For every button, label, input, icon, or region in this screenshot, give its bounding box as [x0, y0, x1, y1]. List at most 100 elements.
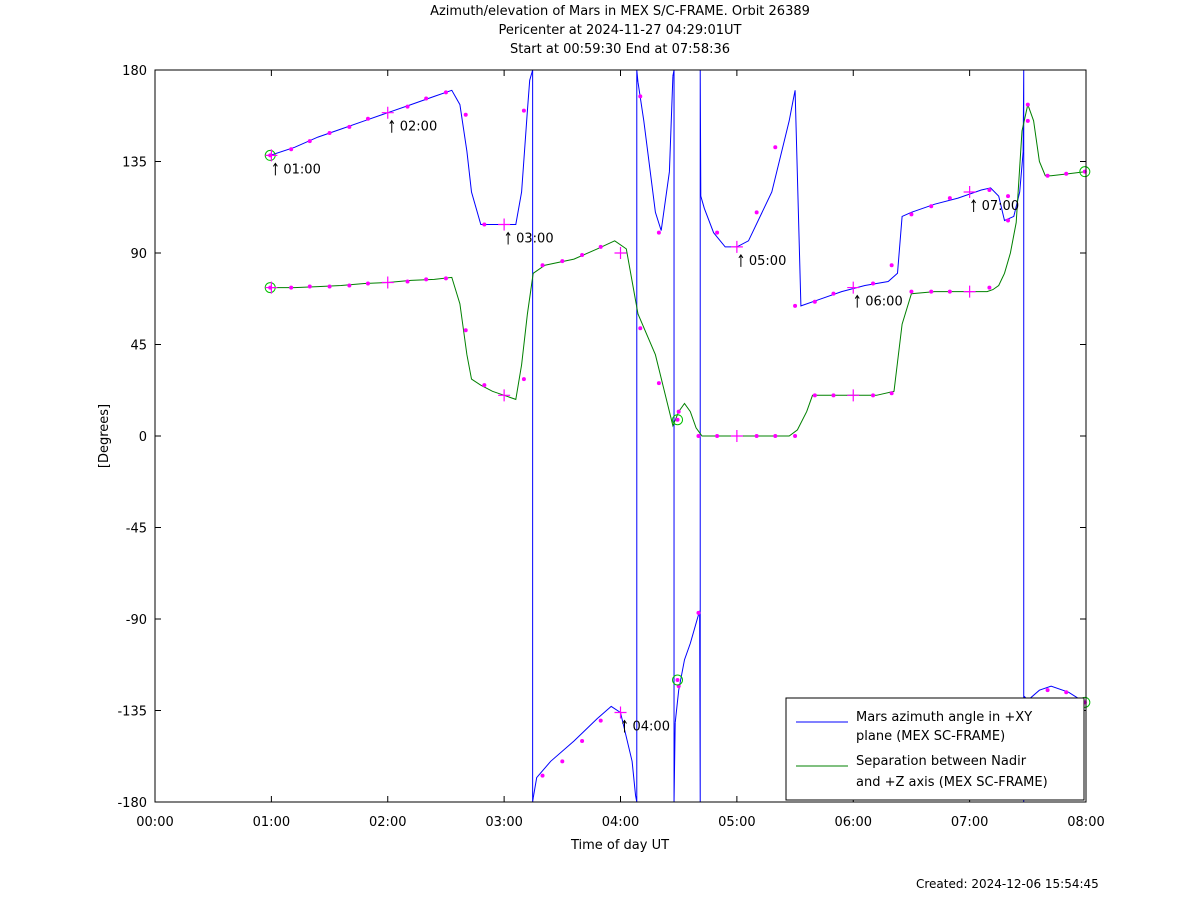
- hour-plus-marker: [847, 281, 860, 294]
- data-point-dot: [365, 116, 370, 121]
- hour-plus-marker: [847, 389, 860, 402]
- data-point-dot: [987, 285, 992, 290]
- legend-box: [785, 697, 1085, 801]
- series-wrap-connector: [1022, 70, 1025, 802]
- y-tick-label: 45: [130, 339, 147, 354]
- data-point-dot: [696, 434, 701, 438]
- data-point-dot: [1045, 688, 1050, 693]
- hour-plus-marker: [381, 276, 394, 289]
- y-tick-label: 180: [122, 64, 147, 79]
- hour-plus-marker: [381, 106, 394, 119]
- data-point-dot: [793, 303, 798, 308]
- hour-arrow-icon: [272, 162, 278, 176]
- x-tick-label: 01:00: [253, 815, 290, 830]
- data-point-dot: [929, 289, 934, 294]
- series-wrap-connector: [531, 70, 534, 802]
- data-point-dot: [443, 90, 448, 95]
- endpoint-circle-marker: [1079, 166, 1091, 178]
- data-point-dot: [947, 289, 952, 294]
- legend-label-separation-line-1: Separation between Nadir: [856, 754, 1027, 769]
- data-point-dot: [871, 393, 876, 398]
- data-point-dot: [560, 259, 565, 264]
- data-point-dot: [754, 434, 759, 438]
- data-point-dot: [812, 299, 817, 304]
- x-tick-label: 00:00: [136, 815, 173, 830]
- hour-plus-marker: [614, 247, 627, 259]
- y-tick-label: -180: [117, 796, 147, 811]
- hour-arrow-icon: [738, 253, 744, 267]
- data-point-dot: [929, 204, 934, 209]
- data-point-dot: [871, 281, 876, 286]
- marker-layer: 01:00 02:00 03:00 04:00 05:00 06:00 07:00: [264, 90, 1091, 778]
- data-point-dot: [793, 434, 798, 438]
- data-point-dot: [424, 277, 429, 282]
- y-tick-label: -45: [126, 522, 147, 537]
- hour-plus-marker: [963, 285, 976, 298]
- data-point-dot: [521, 377, 526, 382]
- hour-arrow-icon: [389, 119, 395, 133]
- data-point-dot: [696, 610, 701, 615]
- data-point-dot: [482, 383, 487, 388]
- data-point-dot: [580, 253, 585, 258]
- x-tick-label: 06:00: [835, 815, 872, 830]
- data-point-dot: [987, 187, 992, 192]
- endpoint-circle-marker: [672, 674, 684, 686]
- data-point-dot: [812, 393, 817, 398]
- x-tick-label: 04:00: [602, 815, 639, 830]
- x-tick-label: 05:00: [718, 815, 755, 830]
- data-point-dot: [889, 391, 894, 396]
- data-point-dot: [773, 145, 778, 150]
- data-point-dot: [521, 108, 526, 113]
- hour-annotation-label: 02:00: [400, 120, 437, 135]
- data-point-dot: [307, 284, 312, 289]
- y-axis-label: [Degrees]: [97, 404, 112, 468]
- data-point-dot: [482, 222, 487, 227]
- chart-title-line-1: Azimuth/elevation of Mars in MEX S/C-FRA…: [430, 4, 810, 19]
- data-point-dot: [463, 328, 468, 333]
- plot-frame: [154, 69, 1087, 803]
- legend: Mars azimuth angle in +XY plane (MEX SC-…: [785, 697, 1085, 801]
- data-point-dot: [463, 112, 468, 117]
- x-axis-label: Time of day UT: [570, 838, 669, 853]
- data-point-dot: [580, 739, 585, 743]
- endpoint-dot: [675, 678, 680, 682]
- data-point-dot: [598, 244, 603, 249]
- data-point-dot: [443, 276, 448, 281]
- data-point-dot: [347, 124, 352, 129]
- data-point-dot: [831, 291, 836, 296]
- series-line-azimuth: [270, 71, 1086, 798]
- data-point-dot: [1006, 194, 1011, 199]
- data-point-dot: [715, 434, 720, 438]
- hour-annotation-label: 06:00: [865, 295, 902, 310]
- data-point-dot: [327, 284, 332, 289]
- data-point-dot: [289, 147, 294, 152]
- hour-plus-marker: [730, 430, 743, 442]
- hour-annotation-label: 07:00: [982, 199, 1019, 214]
- data-point-dot: [405, 279, 410, 284]
- data-point-dot: [1006, 218, 1011, 223]
- data-point-dot: [540, 773, 545, 778]
- hour-arrow-icon: [505, 231, 511, 245]
- axis-layer: 00:00 01:00 02:00 03:00 04:00 05:00 06:00 07:00…: [117, 64, 1104, 830]
- x-tick-label: 08:00: [1067, 815, 1104, 830]
- hour-annotation-label: 04:00: [633, 720, 670, 735]
- created-timestamp: Created: 2024-12-06 15:54:45: [916, 877, 1099, 891]
- data-point-dot: [424, 96, 429, 101]
- data-point-dot: [947, 196, 952, 201]
- y-tick-label: 90: [130, 247, 147, 262]
- data-point-dot: [540, 263, 545, 268]
- data-point-dot: [638, 94, 643, 99]
- data-point-dot: [754, 210, 759, 215]
- data-point-dot: [1064, 171, 1069, 176]
- data-point-dot: [889, 263, 894, 268]
- chart-title-line-3: Start at 00:59:30 End at 07:58:36: [509, 42, 731, 57]
- data-point-dot: [327, 131, 332, 136]
- hour-annotation-label: 03:00: [516, 232, 553, 247]
- hour-annotation-label: 01:00: [283, 162, 320, 177]
- x-tick-label: 02:00: [369, 815, 406, 830]
- series-layer: [270, 70, 1086, 802]
- hour-plus-marker: [498, 218, 511, 231]
- data-point-dot: [1025, 102, 1030, 107]
- legend-label-separation-line-2: and +Z axis (MEX SC-FRAME): [856, 775, 1048, 790]
- hour-plus-marker: [730, 240, 743, 253]
